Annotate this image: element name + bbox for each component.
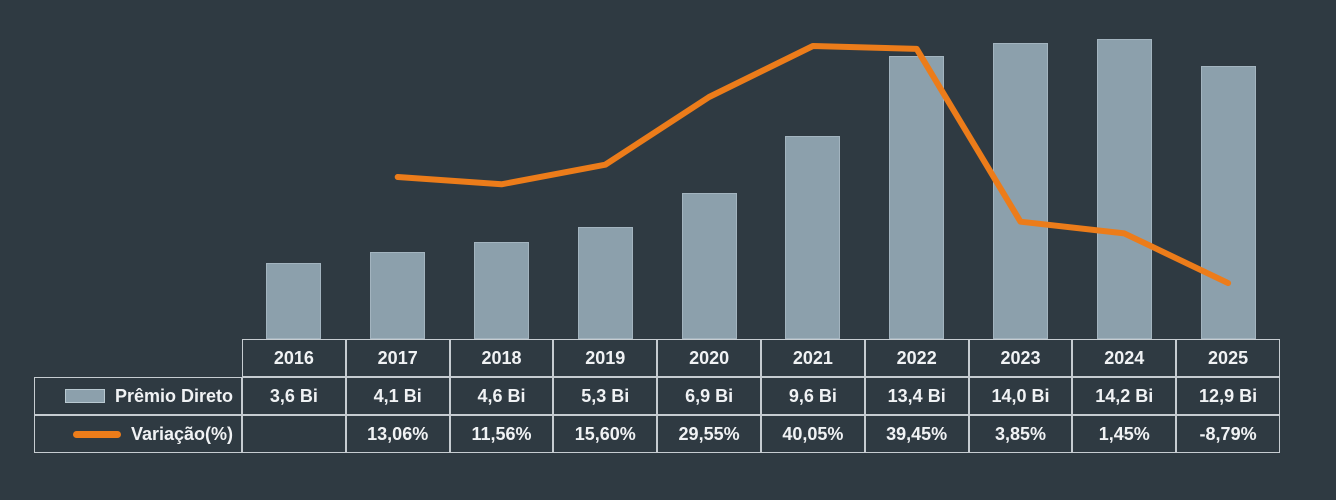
year-cell-2023: 2023 <box>968 339 1073 377</box>
premio-cell-2019: 5,3 Bi <box>553 377 658 415</box>
year-cell-2019: 2019 <box>553 339 658 377</box>
premio-direto-swatch-icon <box>64 389 105 403</box>
bar-2024 <box>1096 39 1152 339</box>
bar-2018 <box>474 241 529 339</box>
variacao-cell-2018: 11,56% <box>449 415 554 453</box>
year-cell-2018: 2018 <box>449 339 554 377</box>
variacao-label: Variação(%) <box>130 423 233 444</box>
premio-cell-2016: 3,6 Bi <box>242 377 346 415</box>
variacao-cell-2021: 40,05% <box>760 415 865 453</box>
premio-cell-2025: 12,9 Bi <box>1176 377 1280 415</box>
bar-2017 <box>370 252 426 339</box>
variacao-cell-2024: 1,45% <box>1072 415 1177 453</box>
year-cell-2016: 2016 <box>242 339 346 377</box>
year-cell-2024: 2024 <box>1072 339 1177 377</box>
premio-cell-2021: 9,6 Bi <box>760 377 865 415</box>
premio-cell-2023: 14,0 Bi <box>968 377 1073 415</box>
bar-2016 <box>266 262 322 339</box>
premio-cell-2024: 14,2 Bi <box>1072 377 1177 415</box>
year-cell-2017: 2017 <box>345 339 450 377</box>
variacao-cell-2016 <box>242 415 346 453</box>
year-cell-2021: 2021 <box>760 339 865 377</box>
bar-2019 <box>577 227 633 339</box>
legend-variacao: Variação(%) <box>34 415 242 453</box>
variacao-cell-2019: 15,60% <box>553 415 658 453</box>
premio-direto-label: Prêmio Direto <box>114 385 233 406</box>
variacao-cell-2020: 29,55% <box>657 415 761 453</box>
bar-2022 <box>889 55 945 339</box>
variacao-cell-2025: -8,79% <box>1176 415 1280 453</box>
variacao-cell-2023: 3,85% <box>968 415 1073 453</box>
table-corner-blank <box>34 339 242 377</box>
premio-cell-2020: 6,9 Bi <box>657 377 761 415</box>
year-cell-2020: 2020 <box>657 339 761 377</box>
year-cell-2025: 2025 <box>1176 339 1280 377</box>
bar-2025 <box>1200 66 1256 339</box>
premio-cell-2018: 4,6 Bi <box>449 377 554 415</box>
bar-2021 <box>785 136 841 339</box>
bar-2020 <box>681 193 737 339</box>
legend-premio-direto: Prêmio Direto <box>34 377 242 415</box>
data-table: 2016 2017 2018 2019 2020 2021 2022 2023 2024 2025… <box>34 339 1280 453</box>
variacao-cell-2017: 13,06% <box>345 415 450 453</box>
variacao-cell-2022: 39,45% <box>864 415 969 453</box>
premio-cell-2022: 13,4 Bi <box>864 377 969 415</box>
bar-2023 <box>993 43 1048 339</box>
premio-cell-2017: 4,1 Bi <box>345 377 450 415</box>
year-cell-2022: 2022 <box>864 339 969 377</box>
variacao-swatch-icon <box>72 430 121 438</box>
